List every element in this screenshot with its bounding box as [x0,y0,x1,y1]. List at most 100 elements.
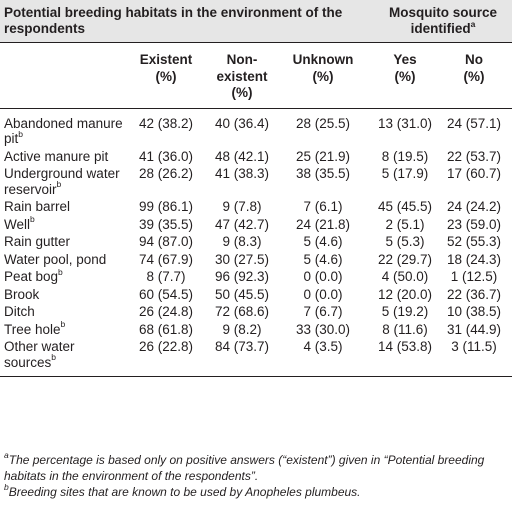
column-spacer [366,108,374,148]
column-spacer [366,233,374,251]
column-spacer [366,338,375,377]
table-cell: 84 (73.7) [204,338,280,377]
table-cell: 23 (59.0) [447,216,502,232]
table-cell: 41 (38.3) [214,166,270,181]
table-cell: 9 (8.3) [222,234,262,249]
table-cell: 38 (35.5) [296,166,351,181]
table-row: Abandoned manure pitb 42 (38.2) 40 (36.4) 2… [0,108,512,148]
footnote-b: bBreeding sites that are known to be use… [4,482,361,499]
column-header-yes: Yes (%) [374,42,437,109]
column-spacer [366,165,374,198]
table-cell: 50 (45.5) [214,286,270,302]
column-spacer [366,268,374,286]
table-cell: 4 (50.0) [381,269,429,284]
table-row: Peat bogb 8 (7.7) 96 (92.3) 0 (0.0) 4 (50.0)… [0,266,512,286]
mosquito-source-title: Mosquito source identified [389,5,498,36]
footnote-mark: b [30,214,35,224]
table-cell: 41 (36.0) [138,148,194,164]
mosquito-source-group-header: Mosquito source identifieda [374,0,512,43]
column-spacer [366,198,374,216]
table-cell: 8 (19.5) [381,148,429,164]
table-cell: 12 (20.0) [378,286,433,302]
table-cell: 24 (24.2) [447,199,502,214]
table-cell: 72 (68.6) [214,304,270,319]
table-cell: 10 (38.5) [447,304,502,319]
row-label: Tree holeb [4,319,66,337]
table-cell: 17 (60.7) [447,166,502,181]
table-cell: 22 (29.7) [378,251,433,267]
column-spacer [366,148,374,166]
row-label: Wellb [4,214,35,232]
table-row: Wellb 39 (35.5) 47 (42.7) 24 (21.8) 2 (5.1) 2… [0,214,512,234]
table-cell: 47 (42.7) [214,216,270,232]
footnote-mark: b [60,319,66,329]
table-cell: 22 (36.7) [447,286,502,302]
row-label: Underground water reservoirb [4,166,120,197]
table-cell: 7 (6.7) [303,304,343,319]
table-cell: 5 (17.9) [381,166,429,181]
table-cell: 45 (45.5) [378,199,433,214]
column-header-no: No (%) [436,42,512,109]
table-cell: 28 (26.2) [138,166,194,181]
footnote-mark: b [51,352,57,362]
table-row: Brook 60 (54.5) 50 (45.5) 0 (0.0) 12 (20.0) 2… [0,286,512,304]
table-cell: 8 (11.6) [382,321,428,337]
table-cell: 5 (4.6) [303,234,343,249]
table-cell: 25 (21.9) [296,148,351,164]
table-cell: 7 (6.1) [303,199,343,214]
table-row: Tree holeb 68 (61.8) 9 (8.2) 33 (30.0) 8 (11… [0,319,512,339]
table-cell: 60 (54.5) [138,286,194,302]
table-cell: 5 (5.3) [385,234,425,249]
habitats-group-header: Potential breeding habitats in the envir… [0,0,367,43]
table-cell: 74 (67.9) [138,251,194,267]
table-row: Underground water reservoirb 28 (26.2) 41 … [0,165,512,198]
table-cell: 96 (92.3) [214,269,270,284]
column-header-existent: Existent (%) [128,42,204,109]
column-spacer [366,303,374,321]
column-spacer [366,251,374,269]
row-label: Ditch [4,304,35,319]
table-cell: 24 (21.8) [296,216,351,232]
table-row: Ditch 26 (24.8) 72 (68.6) 7 (6.7) 5 (19.2) 10… [0,303,512,321]
table-row: Rain barrel 99 (86.1) 9 (7.8) 7 (6.1) 45 (45… [0,198,512,216]
footnote-mark: b [18,128,23,139]
table-cell: 42 (38.2) [138,115,194,131]
table-cell: 22 (53.7) [447,148,502,164]
table-row: Water pool, pond 74 (67.9) 30 (27.5) 5 (4.6… [0,251,512,269]
table-cell: 8 (7.7) [146,269,186,284]
header-row: Potential breeding habitats in the envir… [0,0,512,43]
table-cell: 13 (31.0) [378,115,433,131]
table-cell: 2 (5.1) [385,216,425,232]
table-cell: 30 (27.5) [214,251,270,267]
row-label: Other water sourcesb [0,338,128,377]
table-cell: 24 (57.1) [447,115,502,131]
table-cell: 1 (12.5) [450,269,498,284]
table-cell: 3 (11.5) [436,338,512,377]
table-cell: 99 (86.1) [138,199,194,214]
table-cell: 9 (8.2) [222,321,262,337]
column-header-row: Existent (%) Non-existent (%) Unknown (%) Y… [0,42,512,109]
row-label: Active manure pit [4,148,109,164]
footnote-mark: b [56,179,62,189]
column-header-non-existent: Non-existent (%) [204,42,280,109]
column-header-unknown: Unknown (%) [280,42,367,109]
header-spacer [366,0,375,43]
row-label: Peat bogb [4,266,63,284]
table-cell: 9 (7.8) [222,199,262,214]
table-cell: 5 (19.2) [381,304,429,319]
table-cell: 14 (53.8) [374,338,437,377]
table-body: Abandoned manure pitb 42 (38.2) 40 (36.4) 2… [0,108,512,377]
row-label: Brook [4,286,40,302]
table-cell: 33 (30.0) [296,321,351,337]
table-row: Active manure pit 41 (36.0) 48 (42.1) 25 (2… [0,148,512,166]
row-label-column-header [0,42,128,109]
column-spacer [366,42,375,109]
column-spacer [366,216,374,234]
table-cell: 26 (24.8) [138,304,194,319]
table-cell: 31 (44.9) [447,321,502,337]
table-cell: 18 (24.3) [447,251,502,267]
table-row: Rain gutter 94 (87.0) 9 (8.3) 5 (4.6) 5 (5.3… [0,233,512,251]
table-cell: 26 (22.8) [128,338,204,377]
row-label: Rain barrel [4,199,71,214]
